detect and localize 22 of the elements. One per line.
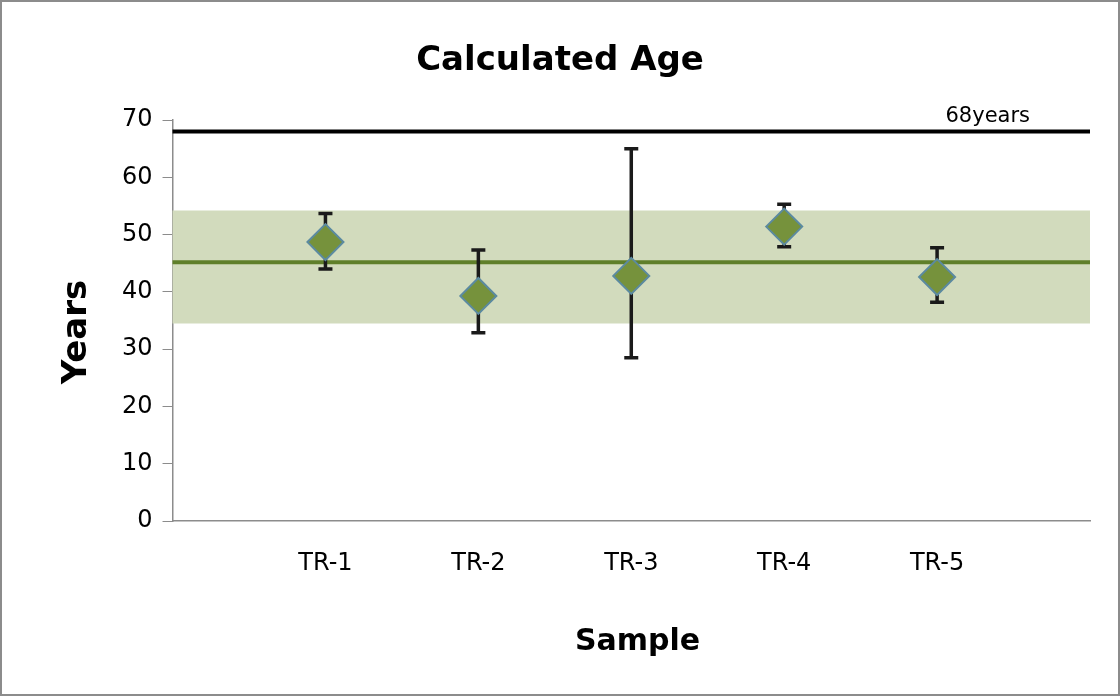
y-tick-label: 40 — [121, 276, 153, 305]
y-tick-label: 30 — [121, 333, 153, 362]
y-tick-label: 20 — [121, 390, 153, 419]
x-axis-title: Sample — [573, 622, 702, 657]
x-tick-label: TR-3 — [603, 547, 659, 576]
y-tick-label: 50 — [121, 218, 153, 247]
point — [306, 223, 345, 262]
y-tick-label: 60 — [121, 161, 153, 190]
y-axis-title: Years — [54, 279, 94, 385]
point — [918, 258, 957, 297]
point — [612, 256, 651, 295]
x-tick-label: TR-4 — [756, 547, 812, 576]
y-tick-label: 10 — [121, 448, 153, 477]
point — [459, 276, 498, 315]
point — [765, 207, 804, 246]
y-tick-label: 0 — [137, 505, 153, 534]
chart-title: Calculated Age — [415, 38, 705, 78]
x-tick-label: TR-5 — [908, 547, 965, 576]
ref-line-label: 68years — [945, 103, 1030, 128]
x-tick-label: TR-2 — [450, 547, 506, 576]
y-tick-label: 70 — [121, 104, 153, 133]
x-tick-label: TR-1 — [297, 547, 353, 576]
